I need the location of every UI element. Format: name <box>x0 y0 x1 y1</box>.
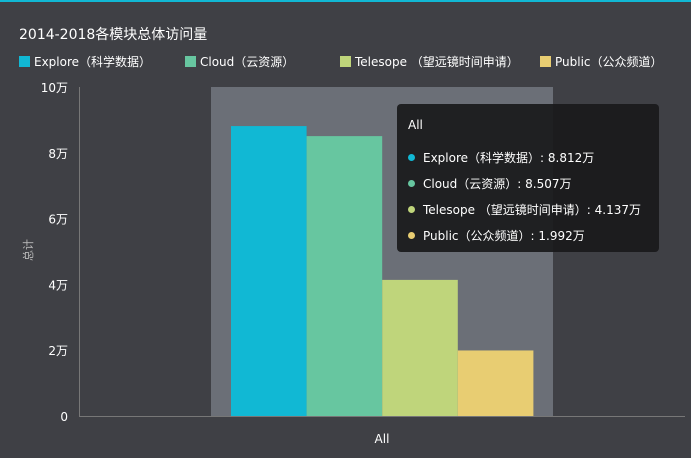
legend-swatch <box>185 56 196 67</box>
series-dot <box>408 153 415 161</box>
y-tick-label: 6万 <box>48 213 68 227</box>
legend-label: Cloud（云资源） <box>200 55 295 69</box>
y-axis-label: 总计 <box>21 239 35 261</box>
chart-title: 2014-2018各模块总体访问量 <box>19 27 208 43</box>
y-tick-label: 8万 <box>48 147 68 161</box>
tooltip-title: All <box>408 118 423 132</box>
y-tick-label: 2万 <box>48 344 68 358</box>
tooltip-value: Telesope （望远镜时间申请）: 4.137万 <box>423 202 642 217</box>
legend-item-explore[interactable]: Explore（科学数据） <box>19 53 185 70</box>
top-accent-line <box>0 0 691 2</box>
legend: Explore（科学数据） Cloud（云资源） Telesope （望远镜时间… <box>19 53 663 70</box>
series-dot <box>408 205 415 213</box>
tooltip-value: Cloud（云资源）: 8.507万 <box>423 176 572 191</box>
y-tick-label: 0 <box>60 410 68 424</box>
legend-label: Telesope （望远镜时间申请） <box>355 55 519 69</box>
legend-swatch <box>340 56 351 67</box>
bar-4[interactable] <box>457 350 534 416</box>
legend-swatch <box>19 56 30 67</box>
legend-swatch <box>540 56 551 67</box>
legend-item-telesope[interactable]: Telesope （望远镜时间申请） <box>340 53 540 70</box>
tooltip-row: Explore（科学数据）: 8.812万 <box>408 144 648 170</box>
legend-label: Public（公众频道） <box>555 55 663 69</box>
legend-label: Explore（科学数据） <box>34 55 152 69</box>
bar-2[interactable] <box>306 136 383 417</box>
y-tick-label: 4万 <box>48 278 68 292</box>
tooltip-value: Public（公众频道）: 1.992万 <box>423 228 585 243</box>
series-dot <box>408 231 415 239</box>
series-dot <box>408 179 415 187</box>
tooltip-row: Telesope （望远镜时间申请）: 4.137万 <box>408 196 648 222</box>
x-tick-label: All <box>375 432 390 446</box>
tooltip-row: Public（公众频道）: 1.992万 <box>408 222 648 248</box>
tooltip-value: Explore（科学数据）: 8.812万 <box>423 150 595 165</box>
tooltip-row: Cloud（云资源）: 8.507万 <box>408 170 648 196</box>
bar-1[interactable] <box>231 126 307 416</box>
legend-item-cloud[interactable]: Cloud（云资源） <box>185 53 340 70</box>
y-tick-label: 10万 <box>41 81 68 95</box>
bar-3[interactable] <box>382 279 458 416</box>
tooltip: All Explore（科学数据）: 8.812万 Cloud（云资源）: 8.… <box>397 104 659 252</box>
legend-item-public[interactable]: Public（公众频道） <box>540 53 663 70</box>
